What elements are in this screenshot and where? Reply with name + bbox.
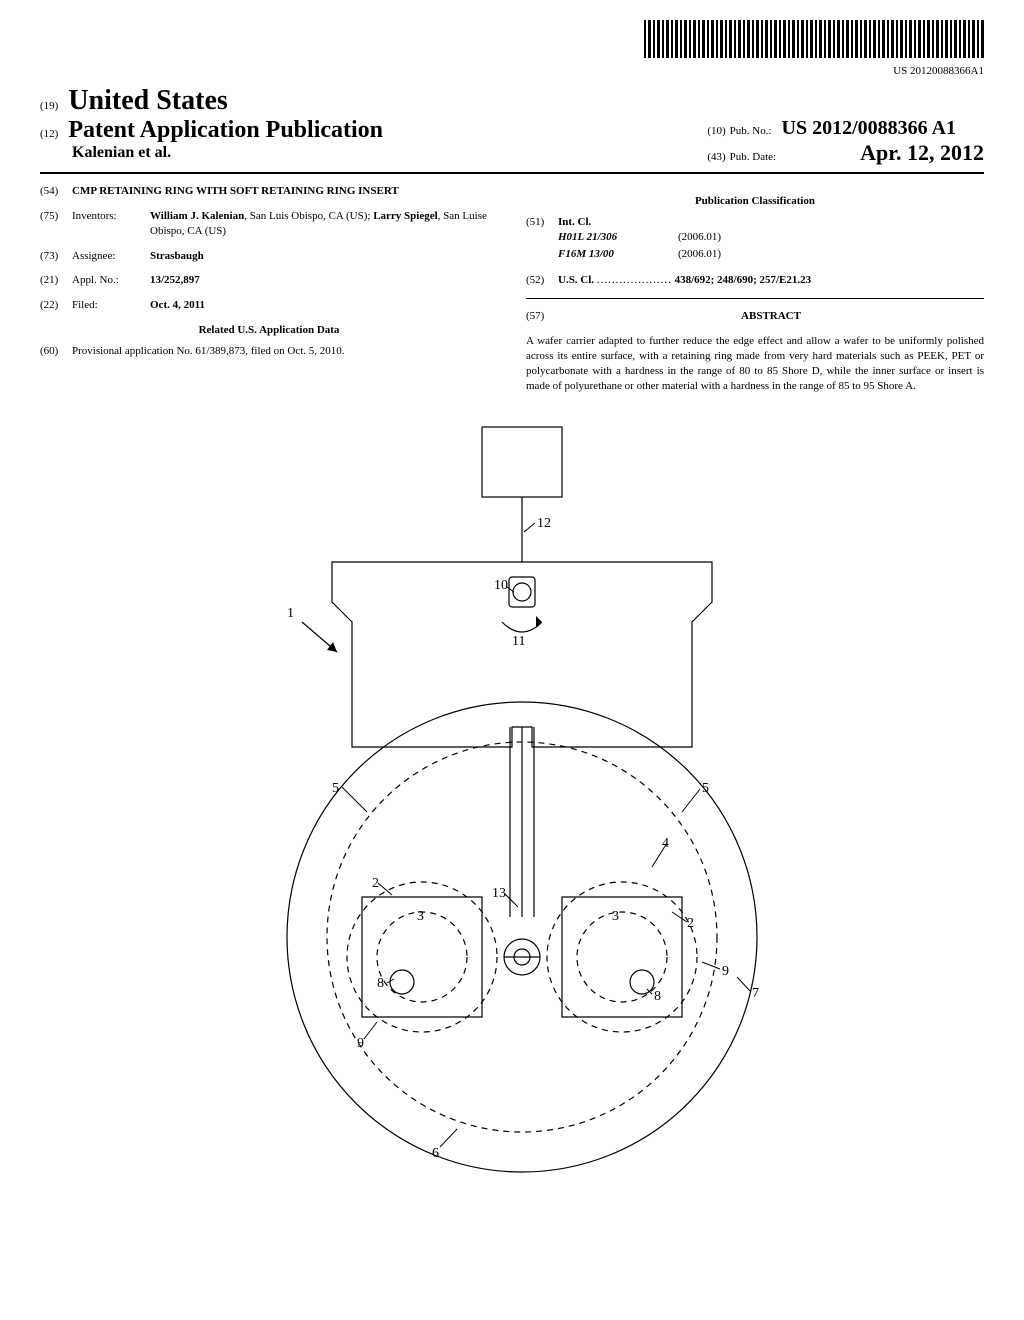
- intcl2-date: (2006.01): [678, 247, 984, 262]
- fig-label-9r: 9: [722, 964, 729, 979]
- right-column: Publication Classification (51) Int. Cl.…: [526, 184, 984, 393]
- uscl-label: U.S. Cl.: [558, 274, 594, 286]
- applno-value: 13/252,897: [150, 273, 498, 288]
- intcl1-code: H01L 21/306: [558, 230, 678, 245]
- fig-label-6: 6: [432, 1146, 439, 1161]
- fig-label-12: 12: [537, 516, 551, 531]
- uscl-value: 438/692; 248/690; 257/E21.23: [675, 274, 812, 286]
- code-75: (75): [40, 209, 72, 239]
- inventor2-name: Larry Spiegel: [373, 210, 437, 222]
- assignee-value: Strasbaugh: [150, 249, 498, 264]
- filed-value: Oct. 4, 2011: [150, 298, 498, 313]
- code-52: (52): [526, 273, 558, 288]
- inventor1-name: William J. Kalenian: [150, 210, 244, 222]
- inventors-label: Inventors:: [72, 209, 150, 239]
- code-60: (60): [40, 344, 72, 359]
- fig-label-8l: 8: [377, 976, 384, 991]
- intcl1-date: (2006.01): [678, 230, 984, 245]
- fig-label-1: 1: [287, 606, 294, 621]
- patent-figure: 12 10 11 1 5 5 4 2 2 3 3 13 8 8 9: [40, 417, 984, 1177]
- filed-label: Filed:: [72, 298, 150, 313]
- classification-heading: Publication Classification: [526, 194, 984, 209]
- code-12: (12): [40, 128, 58, 140]
- invention-title: CMP RETAINING RING WITH SOFT RETAINING R…: [72, 184, 498, 199]
- code-10: (10): [707, 125, 725, 137]
- code-21: (21): [40, 273, 72, 288]
- publication-title: Patent Application Publication: [68, 117, 383, 143]
- left-column: (54) CMP RETAINING RING WITH SOFT RETAIN…: [40, 184, 498, 393]
- fig-label-9l: 9: [357, 1036, 364, 1051]
- fig-label-5r: 5: [702, 781, 709, 796]
- figure-svg: 12 10 11 1 5 5 4 2 2 3 3 13 8 8 9: [192, 417, 832, 1177]
- bibliographic-columns: (54) CMP RETAINING RING WITH SOFT RETAIN…: [40, 184, 984, 393]
- fig-label-3l: 3: [417, 909, 424, 924]
- pub-date-label: Pub. Date:: [730, 151, 776, 163]
- code-54: (54): [40, 184, 72, 199]
- fig-label-3r: 3: [612, 909, 619, 924]
- abstract-label: ABSTRACT: [558, 309, 984, 324]
- fig-label-5l: 5: [332, 781, 339, 796]
- code-43: (43): [707, 151, 725, 163]
- fig-label-10: 10: [494, 578, 508, 593]
- fig-label-7: 7: [752, 986, 759, 1001]
- fig-label-11: 11: [512, 634, 525, 649]
- code-73: (73): [40, 249, 72, 264]
- pub-no-label: Pub. No.:: [730, 125, 772, 137]
- publication-date: Apr. 12, 2012: [860, 140, 984, 165]
- code-22: (22): [40, 298, 72, 313]
- abstract-text: A wafer carrier adapted to further reduc…: [526, 334, 984, 393]
- code-57: (57): [526, 309, 558, 324]
- related-text: Provisional application No. 61/389,873, …: [72, 344, 498, 359]
- fig-label-8r: 8: [654, 989, 661, 1004]
- intcl-label: Int. Cl.: [558, 215, 984, 230]
- barcode-section: US 20120088366A1: [40, 20, 984, 77]
- inventors-value: William J. Kalenian, San Luis Obispo, CA…: [150, 209, 498, 239]
- applno-label: Appl. No.:: [72, 273, 150, 288]
- code-51: (51): [526, 215, 558, 264]
- barcode-text: US 20120088366A1: [40, 65, 984, 77]
- country-name: United States: [68, 85, 227, 116]
- intcl2-code: F16M 13/00: [558, 247, 678, 262]
- uscl-dots: ....................: [597, 274, 672, 286]
- inventor1-rest: , San Luis Obispo, CA (US);: [244, 210, 373, 222]
- publication-number: US 2012/0088366 A1: [782, 117, 956, 139]
- fig-label-2r: 2: [687, 916, 694, 931]
- divider-thin: [526, 298, 984, 299]
- code-19: (19): [40, 100, 58, 112]
- related-heading: Related U.S. Application Data: [40, 323, 498, 338]
- barcode-image: [644, 20, 984, 58]
- header: (19) United States (12) Patent Applicati…: [40, 85, 984, 166]
- divider-thick: [40, 172, 984, 174]
- assignee-label: Assignee:: [72, 249, 150, 264]
- authors: Kalenian et al.: [72, 144, 383, 162]
- fig-label-13: 13: [492, 886, 506, 901]
